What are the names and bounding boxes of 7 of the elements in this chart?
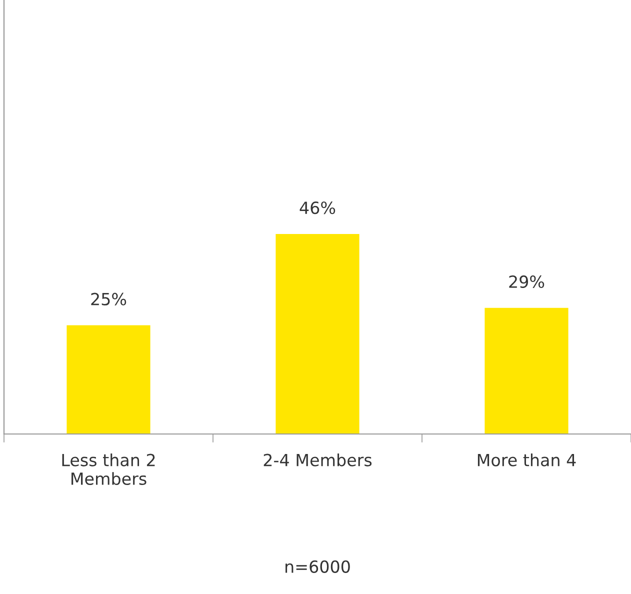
x-tick-label: 2-4 Members [264, 453, 372, 466]
data-label: 29% [509, 275, 544, 288]
text: n=6000 [286, 560, 350, 573]
data-label: 25% [91, 292, 126, 306]
x-tick-label: Less than 2 Members [62, 453, 155, 486]
data-label: 46% [300, 201, 336, 214]
x-tick-label: More than 4 [478, 453, 576, 466]
